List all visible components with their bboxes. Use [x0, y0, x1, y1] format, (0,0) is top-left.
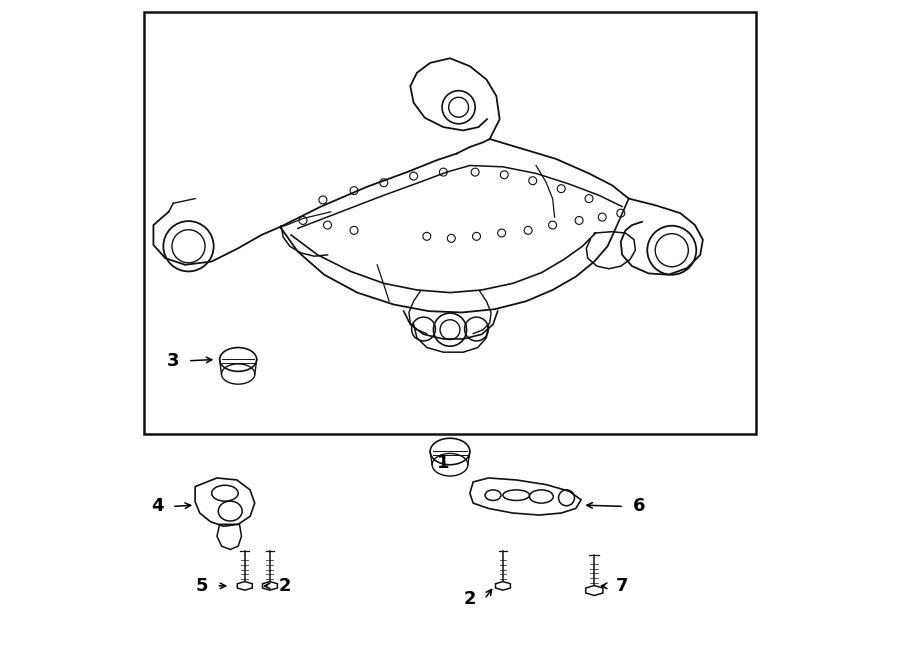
Text: 1: 1 — [437, 454, 450, 473]
Text: 2: 2 — [278, 577, 291, 595]
Bar — [144, 12, 756, 434]
Text: 2: 2 — [464, 590, 476, 608]
Text: 5: 5 — [195, 577, 208, 595]
Text: 3: 3 — [167, 352, 179, 370]
Text: 6: 6 — [633, 497, 645, 516]
Text: 7: 7 — [616, 577, 628, 595]
Text: 4: 4 — [151, 497, 164, 516]
